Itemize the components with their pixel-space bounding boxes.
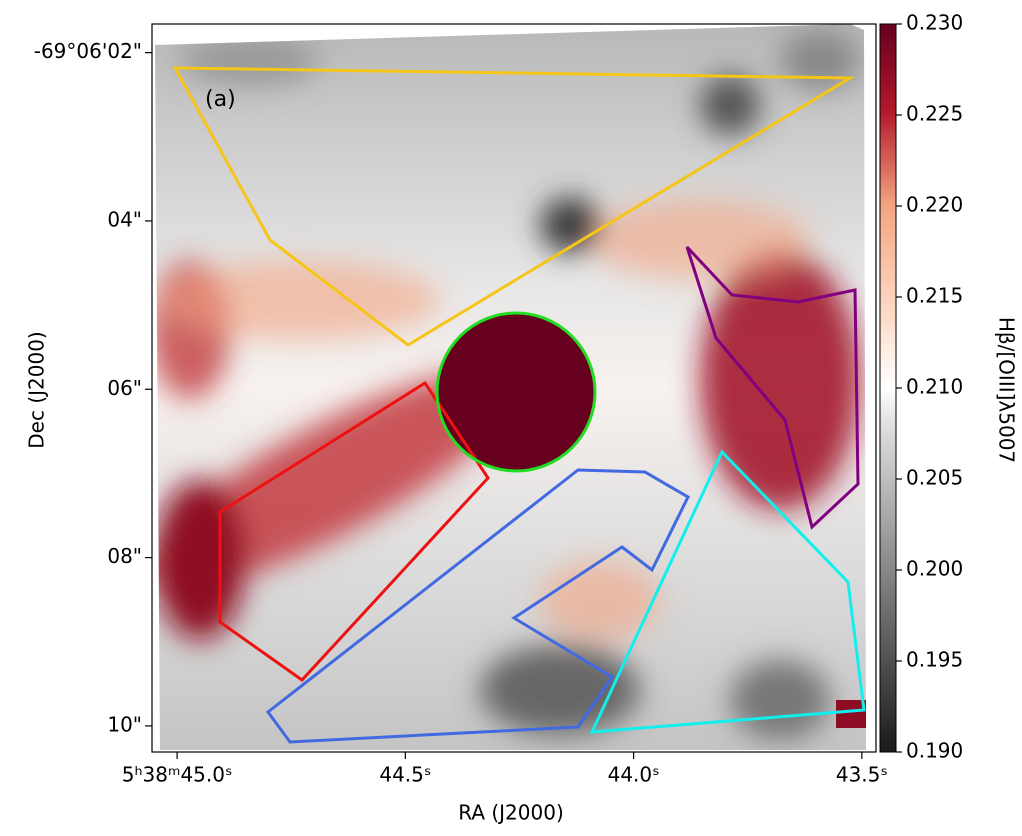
x-axis-label: RA (J2000) [458,801,564,825]
colorbar-tick-label: 0.215 [906,284,963,308]
green-region [435,311,597,473]
red-region [218,380,490,682]
y-tick-label: 08" [107,544,142,568]
colorbar-label: Hβ/[OIII]λ5007 [995,317,1019,463]
x-tick-label: 44.5ˢ [379,763,431,787]
colorbar-tick-label: 0.230 [906,11,963,35]
y-axis-label: Dec (J2000) [25,331,49,448]
purple-region [685,245,860,530]
y-tick-label: 10" [107,712,142,736]
cyan-region [589,449,866,734]
colorbar-tick-label: 0.200 [906,557,963,581]
colorbar-tick-label: 0.210 [906,375,963,399]
colorbar-tick-label: 0.190 [906,739,963,763]
y-tick-label: -69°06'02" [34,39,142,63]
colorbar-tick-label: 0.195 [906,648,963,672]
annotation: (a) [205,87,236,112]
blue-region [265,468,690,744]
colorbar-tick-label: 0.205 [906,466,963,490]
x-tick-label: 5ʰ38ᵐ45.0ˢ [122,763,233,787]
y-tick-label: 04" [107,207,142,231]
axes-frame [151,23,877,753]
regions [172,66,866,744]
colorbar [879,23,897,753]
x-tick-label: 44.0ˢ [608,763,660,787]
map-image [155,24,866,750]
colorbar-tick-label: 0.225 [906,102,963,126]
x-tick-label: 43.5ˢ [836,763,888,787]
y-tick-label: 06" [107,376,142,400]
yellow-region [172,66,856,347]
colorbar-tick-label: 0.220 [906,193,963,217]
